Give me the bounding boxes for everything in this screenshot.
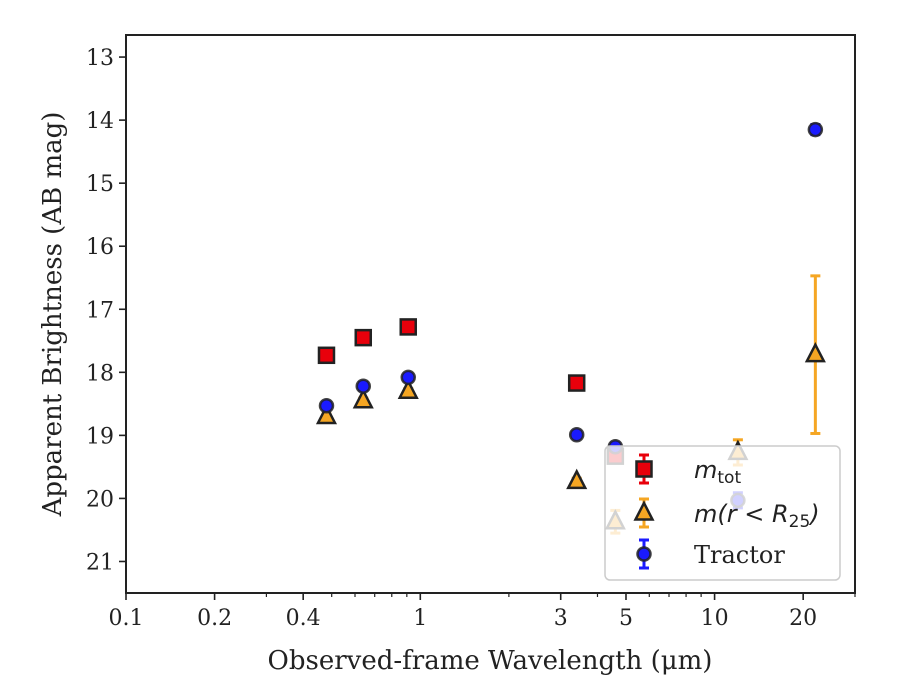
point-square	[354, 328, 373, 347]
point-circle	[355, 378, 372, 394]
y-tick-label: 16	[86, 235, 114, 260]
legend-marker-circle	[636, 546, 652, 562]
point-triangle	[352, 387, 374, 409]
point-circle	[807, 121, 824, 138]
point-triangle	[315, 403, 338, 425]
point-triangle	[397, 378, 419, 399]
y-tick-label: 13	[86, 46, 114, 71]
x-tick-label: 3	[554, 606, 568, 631]
y-tick-label: 21	[86, 550, 114, 575]
x-tick-label: 5	[619, 606, 633, 631]
point-square	[399, 318, 417, 336]
x-tick-label: 0.1	[109, 606, 144, 631]
y-tick-label: 15	[86, 172, 114, 197]
point-square	[567, 374, 586, 392]
legend-label: m(r < R25)	[694, 500, 820, 532]
point-triangle	[804, 341, 826, 363]
point-circle	[400, 369, 416, 386]
legend-entry: m(r < R25)	[633, 497, 820, 532]
x-tick-label: 0.4	[286, 606, 321, 631]
y-axis-label: Apparent Brightness (AB mag)	[38, 112, 68, 518]
legend-marker-square	[635, 460, 653, 478]
legend-box	[604, 445, 841, 581]
x-axis-ticks: 0.1 0.2 0.4 1 3 5 10 20	[109, 593, 856, 631]
x-tick-label: 0.2	[197, 606, 232, 631]
y-tick-label: 17	[86, 298, 114, 323]
y-axis-ticks: 13 14 15 16 17 18 19 20 21	[86, 46, 126, 575]
point-triangle	[566, 468, 588, 490]
plot-frame	[125, 34, 856, 594]
y-tick-label: 18	[86, 361, 114, 386]
y-tick-label: 14	[86, 109, 114, 134]
y-tick-label: 19	[86, 424, 114, 449]
point-circle	[568, 426, 585, 443]
x-axis-label: Observed-frame Wavelength (μm)	[268, 646, 713, 676]
point-circle	[318, 397, 335, 414]
legend-label: Tractor	[694, 541, 785, 569]
x-tick-label: 1	[413, 606, 427, 631]
point-square	[317, 346, 336, 365]
x-tick-label: 20	[789, 606, 817, 631]
legend-label: mtot	[694, 456, 741, 488]
y-tick-label: 20	[86, 487, 114, 512]
legend-marker-triangle	[633, 500, 655, 521]
legend-entry: Tractor	[636, 538, 785, 570]
x-tick-label: 10	[701, 606, 729, 631]
series-mtot	[317, 318, 625, 465]
legend-entry: mtot	[635, 453, 741, 488]
legend: mtot m(r < R25) Tractor	[604, 445, 841, 581]
